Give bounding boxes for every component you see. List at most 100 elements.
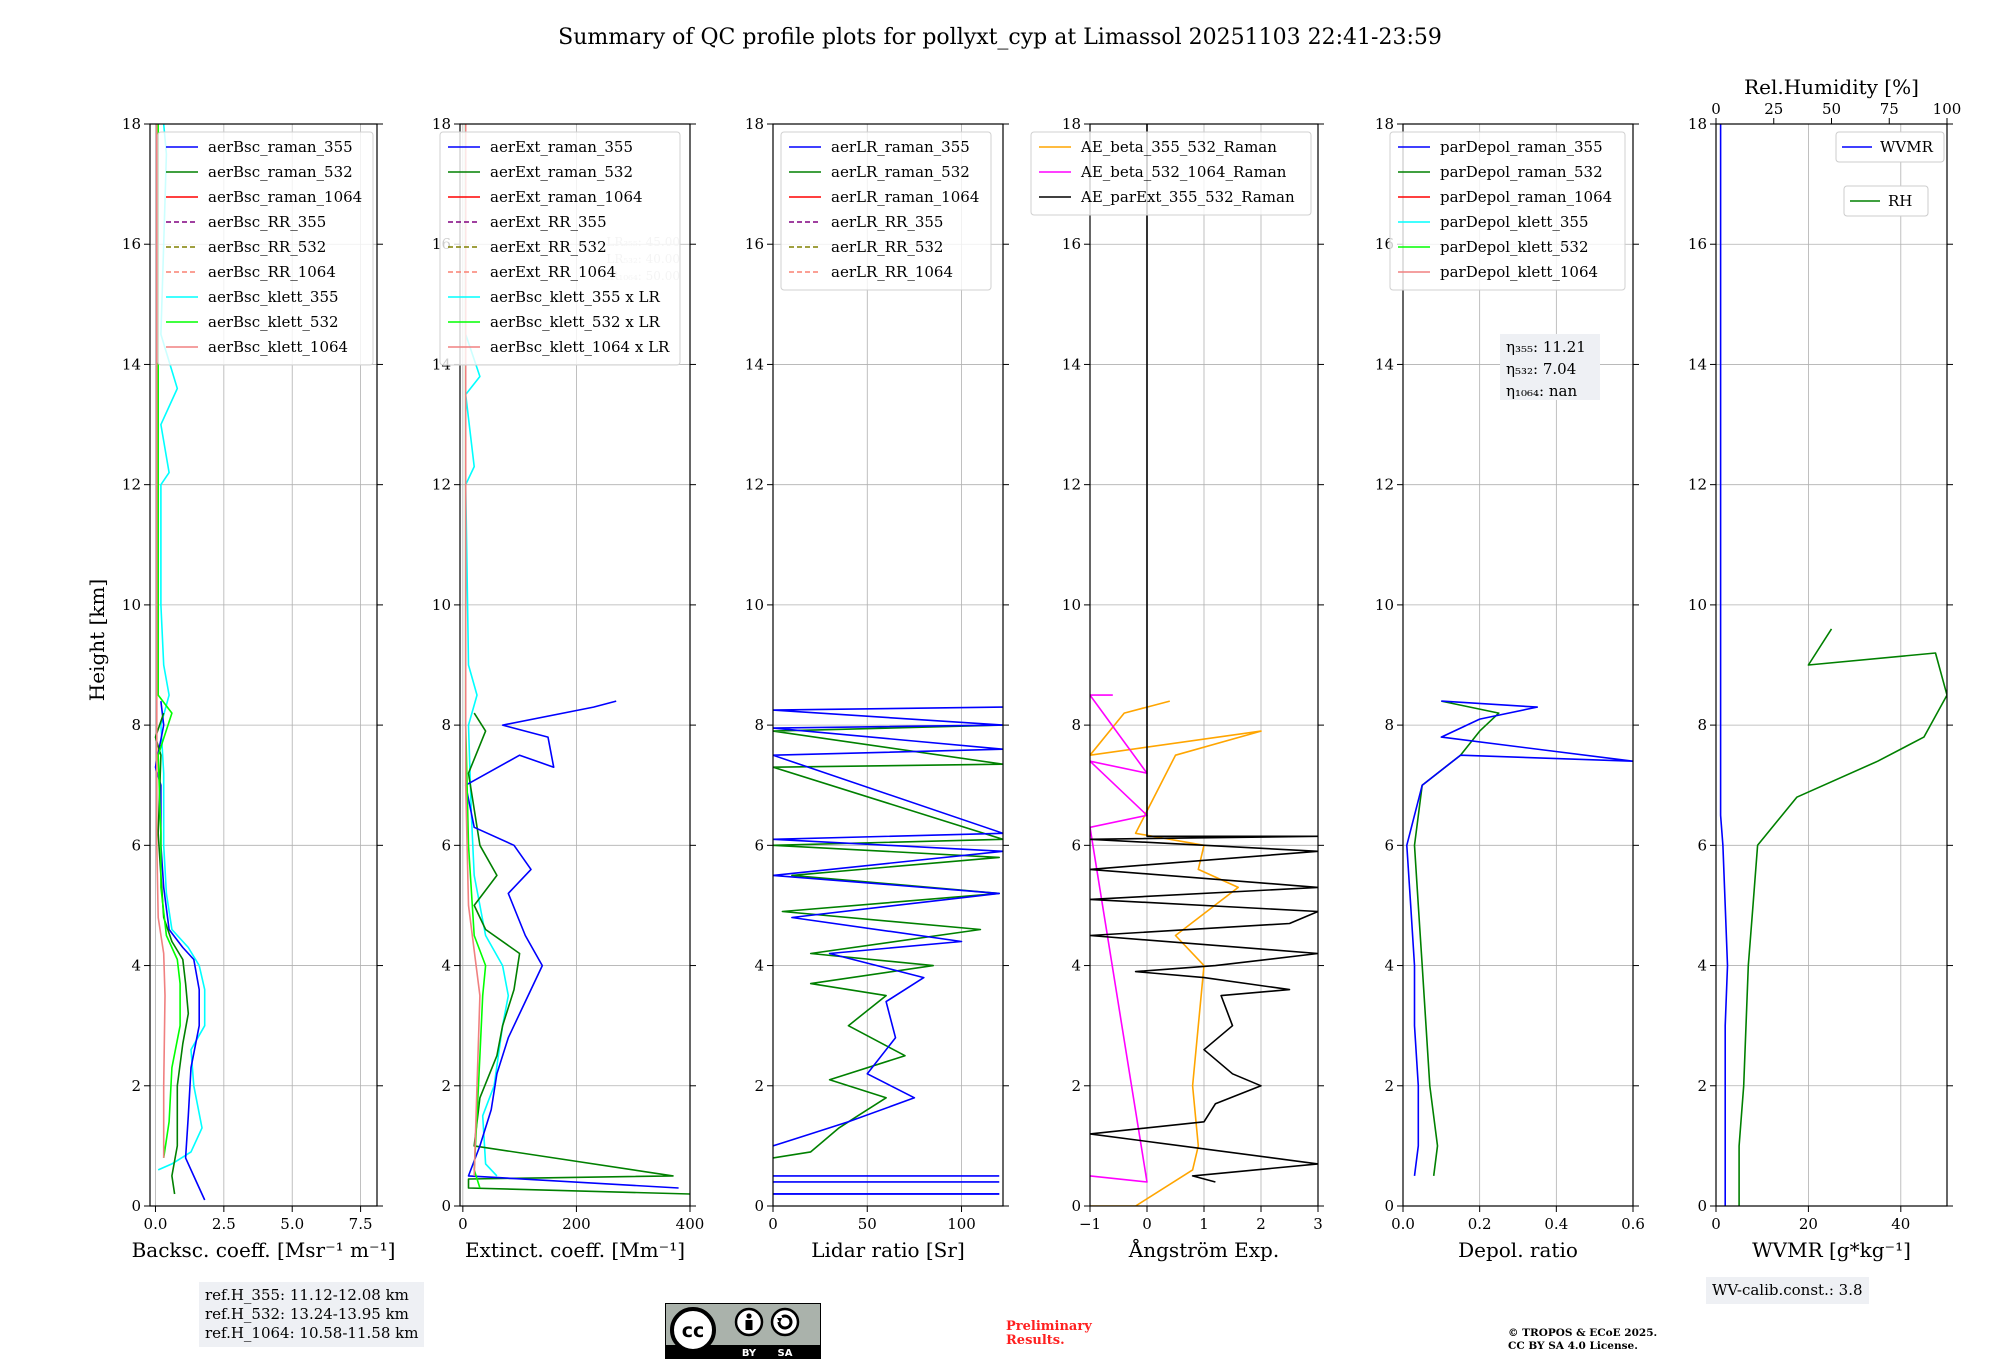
x-tick-label: 3	[1313, 1215, 1323, 1233]
legend-label: aerBsc_klett_1064 x LR	[490, 338, 670, 356]
legend-label: aerLR_RR_1064	[831, 263, 953, 281]
panel-ext: 0246810121416180200400Extinct. coeff. [M…	[432, 115, 704, 1262]
legend-label: aerLR_raman_1064	[831, 188, 979, 206]
y-tick-label: 10	[1688, 596, 1707, 614]
y-tick-label: 4	[1384, 957, 1394, 975]
y-tick-label: 8	[1071, 716, 1081, 734]
x-axis-label: Lidar ratio [Sr]	[811, 1238, 965, 1262]
y-tick-label: 0	[754, 1197, 764, 1215]
figure-title: Summary of QC profile plots for pollyxt_…	[558, 25, 1442, 50]
legend-label: aerBsc_RR_355	[208, 213, 326, 231]
legend-box	[1843, 185, 1929, 217]
x-tick-label: 0.2	[1468, 1215, 1492, 1233]
y-tick-label: 16	[122, 235, 141, 253]
wv-calibration-box: WV-calib.const.: 3.8	[1706, 1277, 1869, 1304]
y-tick-label: 0	[1384, 1197, 1394, 1215]
y-tick-label: 12	[1375, 476, 1394, 494]
panel-depol: 0 2 4 6 8 10 12 14 16 18 0.0 0.2 0.4 0.6 Depol. ratio p…	[1375, 115, 1645, 1262]
x-tick-label: 0.6	[1621, 1215, 1645, 1233]
y-tick-label: 8	[131, 716, 141, 734]
legend-label: aerExt_raman_1064	[490, 188, 643, 206]
legend-label: aerExt_raman_355	[490, 138, 633, 156]
legend-label: aerLR_RR_355	[831, 213, 943, 231]
y-tick-label: 10	[1375, 596, 1394, 614]
svg-text:cc: cc	[682, 1320, 705, 1342]
eta-box	[1500, 334, 1600, 400]
x-axis-label: Extinct. coeff. [Mm⁻¹]	[465, 1238, 685, 1262]
plot-area	[773, 706, 1003, 1195]
y-tick-label: 6	[441, 836, 451, 854]
y-tick-label: 4	[441, 957, 451, 975]
legend-box	[1030, 131, 1312, 216]
y-tick-label: 16	[1062, 235, 1081, 253]
y-tick-label: 0	[131, 1197, 141, 1215]
y-tick-label: 4	[1071, 957, 1081, 975]
series-line	[1413, 700, 1500, 1177]
series-line	[464, 700, 679, 1189]
y-tick-label: 16	[1688, 235, 1707, 253]
y-tick-label: 12	[1688, 476, 1707, 494]
legend-label: aerBsc_klett_355	[208, 288, 339, 306]
y-tick-label: 8	[441, 716, 451, 734]
x-tick-label: 5.0	[280, 1215, 304, 1233]
x-tick-label: 50	[858, 1215, 877, 1233]
y-tick-label: 2	[1697, 1077, 1707, 1095]
top-x-tick-label: 25	[1764, 100, 1783, 118]
top-x-tick-label: 75	[1880, 100, 1899, 118]
legend-label: RH	[1888, 192, 1912, 210]
x-axis-label: WVMR [g*kg⁻¹]	[1752, 1238, 1911, 1262]
series-line	[1090, 700, 1262, 1206]
top-x-tick-label: 50	[1822, 100, 1841, 118]
x-tick-label: 0.4	[1544, 1215, 1568, 1233]
legend-label: aerLR_raman_355	[831, 138, 970, 156]
x-tick-label: 0.0	[144, 1215, 168, 1233]
plot-area	[154, 124, 206, 1201]
legend-label: aerBsc_klett_532 x LR	[490, 313, 661, 331]
legend-label: aerExt_RR_355	[490, 213, 607, 231]
x-tick-label: 7.5	[349, 1215, 373, 1233]
y-tick-label: 10	[432, 596, 451, 614]
x-tick-label: −1	[1079, 1215, 1101, 1233]
axes-frame	[459, 123, 691, 1207]
legend-label: aerExt_RR_1064	[490, 263, 616, 281]
legend-label: aerBsc_klett_532	[208, 313, 339, 331]
y-tick-label: 2	[131, 1077, 141, 1095]
y-tick-label: 12	[122, 476, 141, 494]
series-line	[464, 124, 481, 1176]
depol-calibration-eta: η₃₅₅: 11.21	[1506, 338, 1586, 356]
x-tick-label: 100	[947, 1215, 976, 1233]
legend-label: parDepol_raman_532	[1440, 163, 1603, 181]
top-x-tick-label: 0	[1711, 100, 1721, 118]
series-line	[1090, 694, 1148, 1183]
legend-label: AE_beta_532_1064_Raman	[1080, 163, 1287, 181]
x-axis-label: Depol. ratio	[1458, 1238, 1578, 1262]
x-tick-label: 40	[1891, 1215, 1910, 1233]
license-sa-label: SA	[778, 1348, 793, 1359]
y-tick-label: 2	[754, 1077, 764, 1095]
y-tick-label: 14	[1375, 355, 1394, 373]
legend-label: AE_parExt_355_532_Raman	[1080, 188, 1295, 206]
preliminary-line-1: Preliminary	[1006, 1319, 1092, 1334]
legend-label: aerBsc_RR_1064	[208, 263, 336, 281]
y-tick-label: 18	[745, 115, 764, 133]
legend-label: aerExt_RR_532	[490, 238, 607, 256]
legend-label: parDepol_raman_1064	[1440, 188, 1612, 206]
y-tick-label: 18	[1375, 115, 1394, 133]
plot-area	[1090, 124, 1318, 1206]
legend-box	[1389, 131, 1626, 291]
x-tick-label: 400	[676, 1215, 705, 1233]
legend-label: AE_beta_355_532_Raman	[1080, 138, 1277, 156]
plot-area	[1406, 700, 1633, 1177]
y-tick-label: 18	[432, 115, 451, 133]
y-tick-label: 6	[754, 836, 764, 854]
top-x-tick-label: 100	[1933, 100, 1962, 118]
y-tick-label: 2	[441, 1077, 451, 1095]
y-tick-label: 0	[441, 1197, 451, 1215]
series-line	[1738, 628, 1947, 1206]
top-x-axis-label: Rel.Humidity [%]	[1744, 75, 1919, 99]
share-alike-icon	[770, 1307, 800, 1337]
y-tick-label: 4	[754, 957, 764, 975]
copyright-line-2: CC BY SA 4.0 License.	[1508, 1340, 1638, 1352]
y-tick-label: 10	[1062, 596, 1081, 614]
